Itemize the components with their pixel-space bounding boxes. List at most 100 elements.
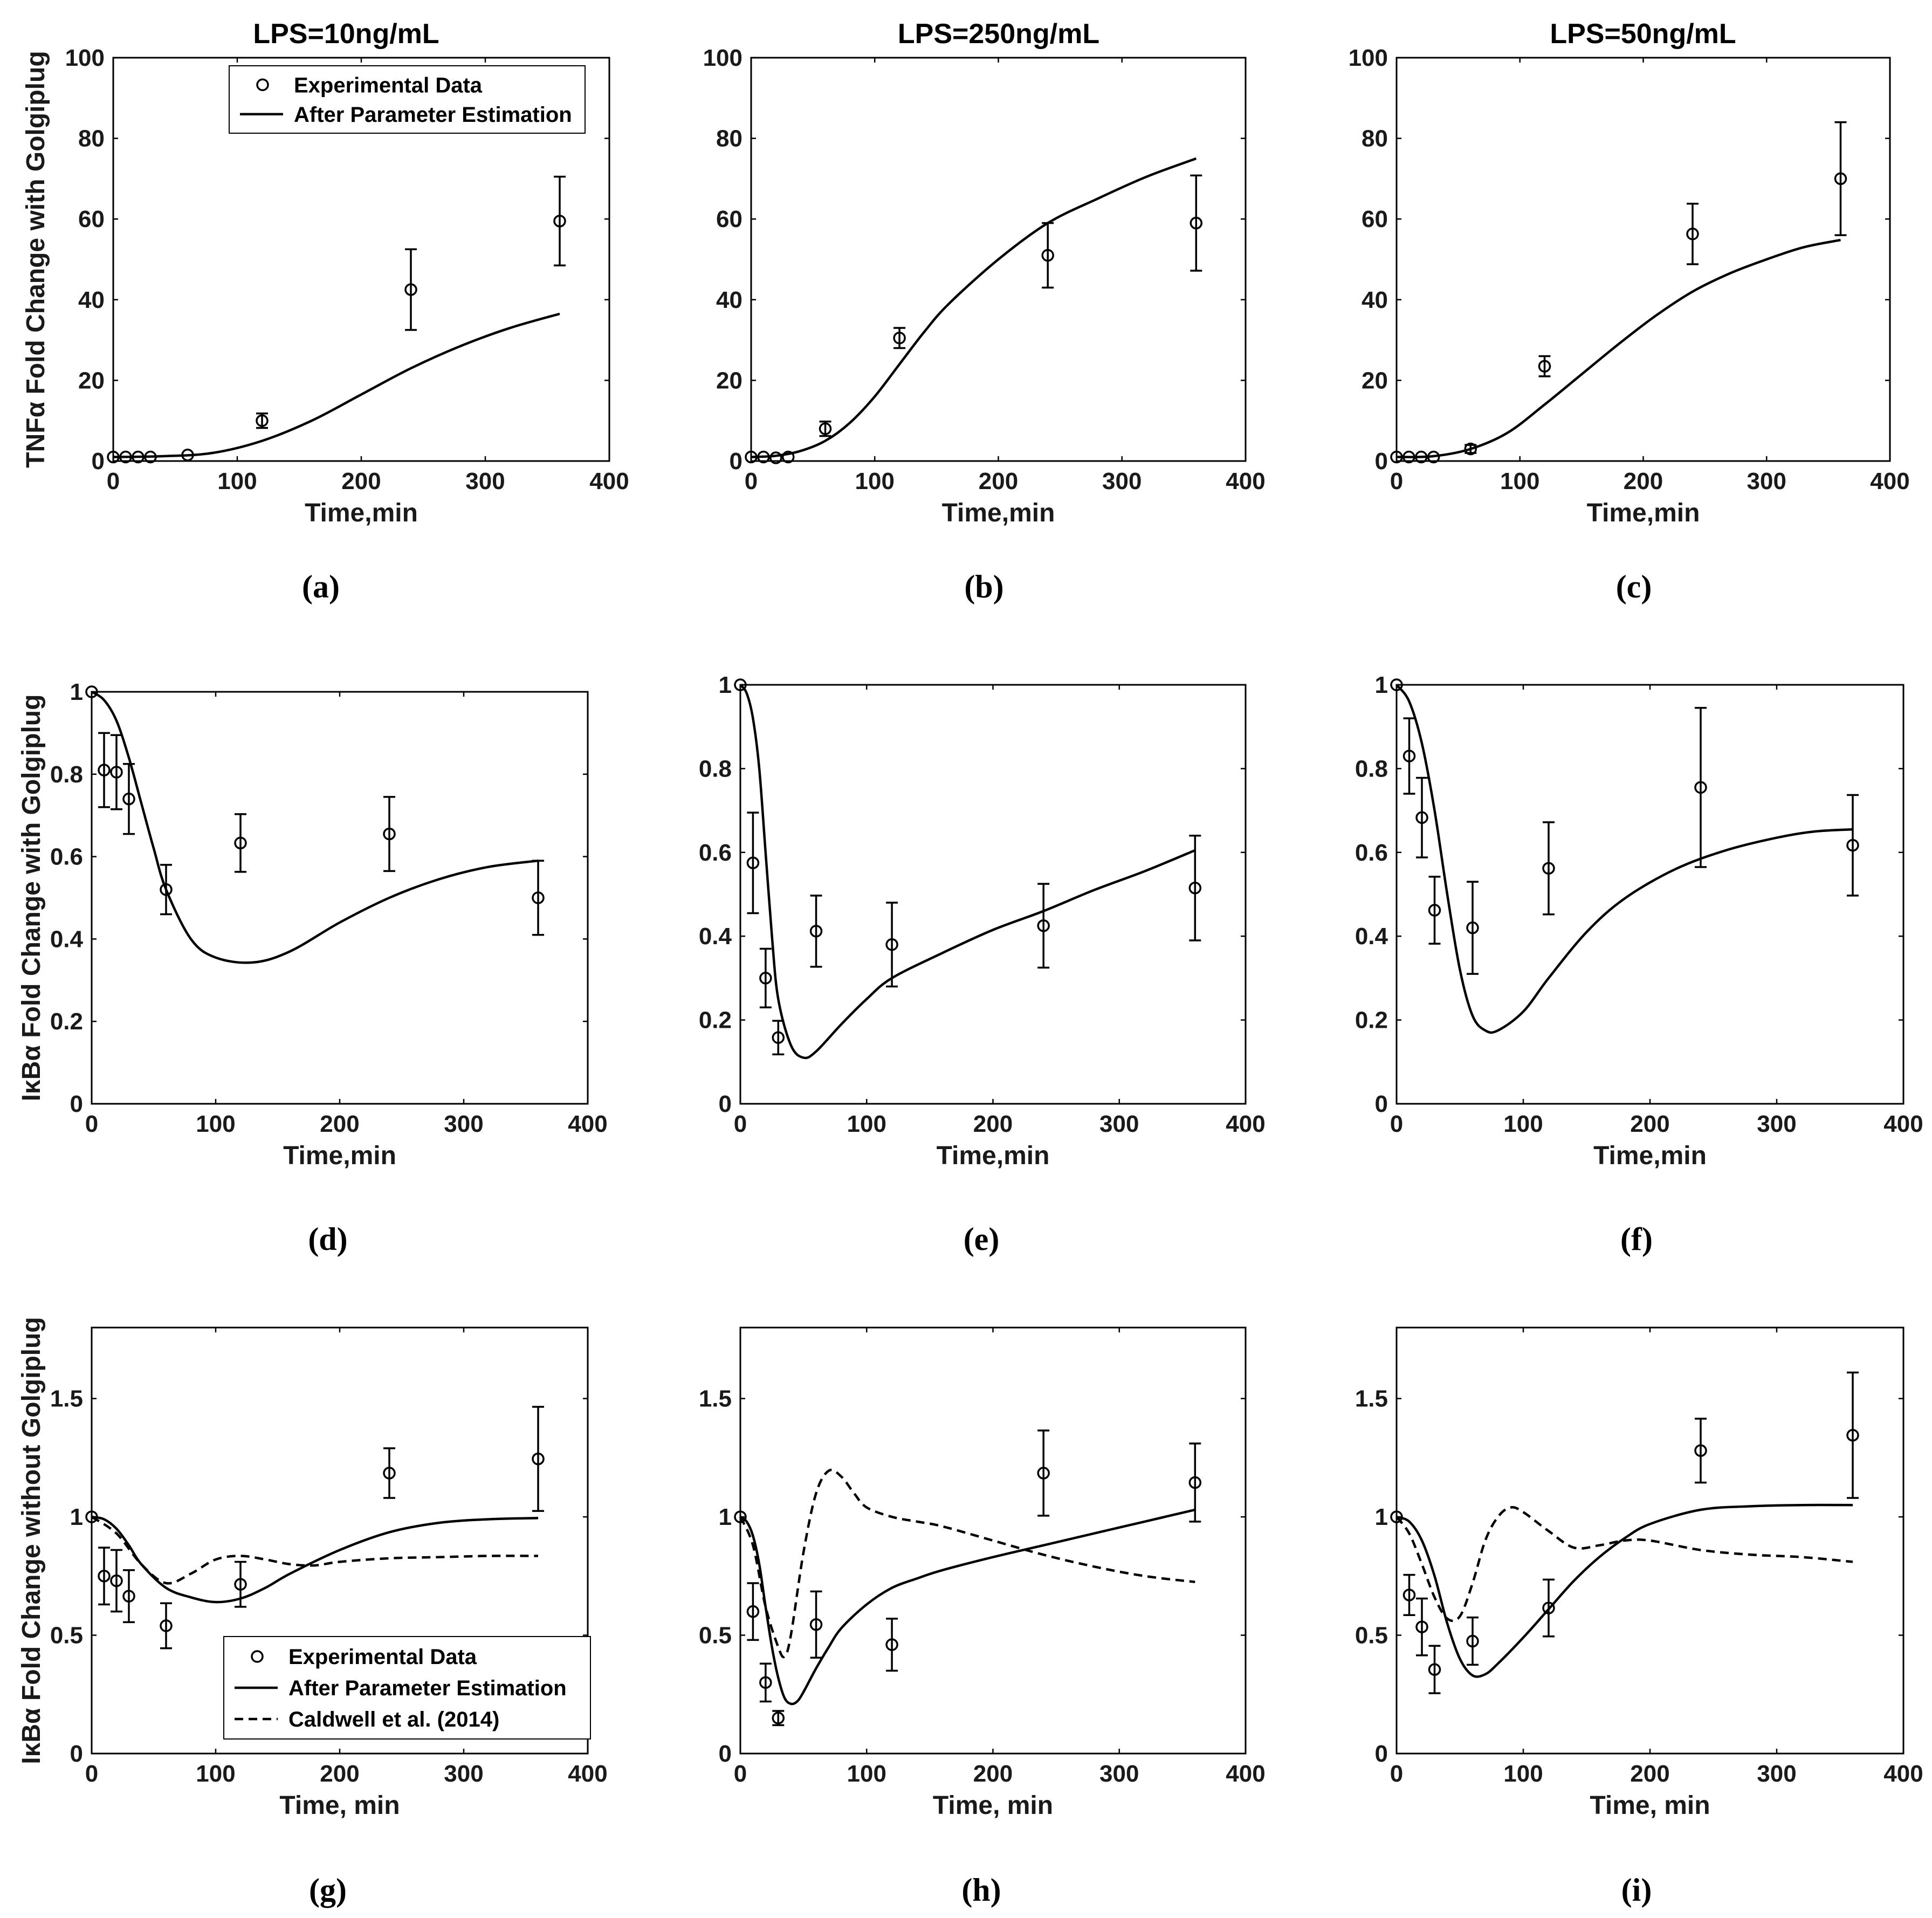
- model-curve: [1396, 1503, 1853, 1678]
- legend-marker-circle: [251, 1650, 264, 1663]
- panel-label: (f): [1620, 1221, 1653, 1257]
- model-curve: [751, 157, 1197, 458]
- x-tick-label: 300: [1757, 1761, 1796, 1787]
- experimental-point: [1694, 1444, 1707, 1457]
- experimental-point: [769, 451, 782, 464]
- x-tick-label: 300: [465, 468, 505, 494]
- experimental-point: [1188, 882, 1202, 895]
- x-tick-label: 400: [568, 1111, 607, 1137]
- experimental-point: [734, 678, 747, 691]
- model-curve: [91, 691, 539, 964]
- experimental-point: [1188, 1476, 1202, 1489]
- column-title-lps-10: LPS=10ng/mL: [253, 18, 439, 50]
- plot-area: [1395, 684, 1905, 1105]
- plot-area: [91, 691, 589, 1105]
- x-tick-label: 400: [1226, 1111, 1265, 1137]
- legend-label: Caldwell et al. (2014): [288, 1708, 499, 1731]
- y-tick-label: 0.8: [50, 761, 83, 788]
- y-tick-label: 0.5: [50, 1623, 83, 1649]
- y-tick-label: 0: [730, 448, 742, 475]
- experimental-point: [1846, 1428, 1859, 1442]
- x-tick-label: 100: [847, 1761, 886, 1787]
- model-curve: [113, 312, 560, 458]
- y-tick-label: 0.2: [699, 1007, 732, 1034]
- experimental-point: [107, 450, 120, 464]
- x-axis-title: Time,min: [305, 499, 418, 527]
- y-axis-title: IκBα Fold Change without Golgiplug: [17, 1317, 46, 1764]
- x-tick-label: 300: [1102, 468, 1142, 494]
- experimental-point: [1538, 360, 1551, 373]
- x-tick-label: 100: [196, 1761, 235, 1787]
- x-tick-label: 300: [444, 1111, 483, 1137]
- y-tick-label: 80: [1362, 126, 1388, 152]
- x-tick-label: 300: [1747, 468, 1786, 494]
- y-tick-label: 40: [1362, 287, 1388, 313]
- x-tick-label: 0: [745, 468, 758, 494]
- experimental-point: [1694, 781, 1707, 794]
- experimental-point: [782, 450, 795, 464]
- experimental-point: [1415, 1620, 1428, 1633]
- x-tick-label: 300: [444, 1761, 483, 1787]
- y-tick-label: 0: [719, 1741, 732, 1767]
- y-tick-label: 0.8: [1355, 755, 1388, 782]
- panel-b: 0 100 200 300 400 0 20 40 60 80 100 Time,min (b): [703, 45, 1266, 604]
- x-tick-label: 200: [1630, 1761, 1669, 1787]
- x-tick-label: 200: [320, 1111, 359, 1137]
- column-title-lps-50: LPS=50ng/mL: [1550, 18, 1736, 50]
- legend: Experimental Data After Parameter Estimat…: [229, 65, 586, 134]
- x-tick-label: 0: [1390, 468, 1403, 494]
- experimental-point: [110, 1574, 123, 1587]
- experimental-point: [809, 925, 823, 938]
- caldwell-curve: [1395, 1505, 1853, 1623]
- experimental-point: [745, 450, 758, 464]
- x-tick-label: 0: [107, 468, 120, 494]
- y-tick-label: 0: [70, 1091, 83, 1117]
- experimental-point: [759, 972, 772, 985]
- y-tick-label: 0: [70, 1741, 83, 1767]
- experimental-point: [234, 1578, 247, 1591]
- x-axis-title: Time,min: [283, 1142, 396, 1170]
- caldwell-curve: [739, 1468, 1195, 1659]
- experimental-point: [532, 1452, 545, 1466]
- experimental-point: [1037, 919, 1050, 932]
- experimental-point: [772, 1711, 785, 1724]
- panel-label: (e): [964, 1221, 1000, 1257]
- x-tick-label: 400: [1883, 1761, 1923, 1787]
- experimental-point: [144, 450, 157, 464]
- y-tick-label: 1: [70, 679, 83, 705]
- experimental-point: [1390, 678, 1403, 691]
- y-tick-label: 0.6: [50, 844, 83, 870]
- experimental-point: [122, 792, 135, 806]
- experimental-point: [1466, 921, 1479, 934]
- y-tick-label: 60: [716, 206, 742, 232]
- experimental-point: [85, 685, 98, 698]
- legend-label: After Parameter Estimation: [288, 1676, 567, 1700]
- y-tick-label: 0.4: [50, 926, 84, 952]
- plot-area: [1395, 57, 1891, 462]
- x-tick-label: 400: [1226, 468, 1265, 494]
- x-tick-label: 300: [1099, 1111, 1139, 1137]
- y-tick-label: 0.5: [699, 1623, 732, 1649]
- experimental-point: [383, 827, 396, 841]
- experimental-point: [885, 938, 898, 951]
- experimental-point: [98, 1570, 111, 1583]
- x-axis-title: Time,min: [942, 499, 1055, 527]
- experimental-point: [885, 1638, 898, 1651]
- x-tick-label: 200: [973, 1111, 1013, 1137]
- model-curve: [1395, 684, 1853, 1034]
- legend-box: [229, 65, 586, 134]
- panel-a: 0 100 200 300 400 0 20 40 60 80 100 Time,min TNFα Fo…: [22, 45, 629, 604]
- experimental-point: [1415, 450, 1428, 464]
- panel-h: 0 100 200 300 400 0 0.5 1 1.5 Time, min (h): [699, 1326, 1266, 1908]
- y-tick-label: 1: [719, 1504, 732, 1530]
- panel-label: (g): [309, 1872, 347, 1908]
- x-tick-label: 200: [1624, 468, 1663, 494]
- experimental-point: [160, 883, 173, 896]
- y-tick-label: 1: [1375, 672, 1388, 698]
- legend-marker-circle: [256, 78, 269, 91]
- x-tick-label: 100: [217, 468, 257, 494]
- x-tick-label: 400: [1870, 468, 1909, 494]
- experimental-point: [746, 856, 760, 869]
- experimental-point: [1834, 172, 1847, 185]
